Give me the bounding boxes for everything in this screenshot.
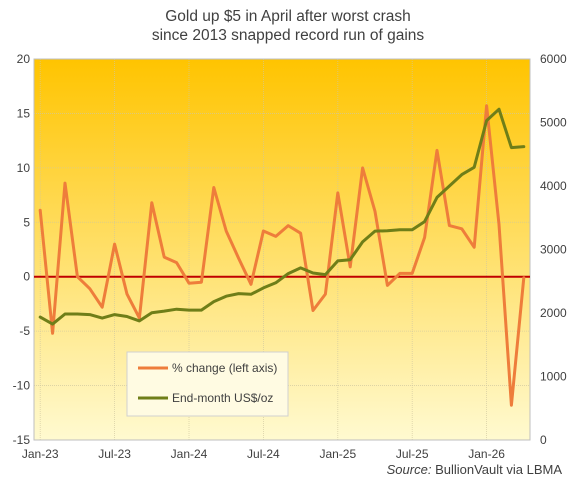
x-tick-label: Jan-26 [468, 447, 505, 461]
right-tick-label: 0 [540, 433, 547, 447]
legend-label-end-month-price: End-month US$/oz [172, 391, 273, 405]
right-tick-label: 3000 [540, 243, 567, 257]
source-note: Source: BullionVault via LBMA [387, 462, 562, 477]
legend-box [126, 351, 289, 417]
series-line-end-month-price [38, 107, 526, 326]
plot-border [33, 58, 531, 441]
left-tick-label: 20 [17, 52, 31, 66]
axes: -15 -10 -5 0 5 10 15 20 0 1000 2000 3000 4000 5000 600… [13, 52, 567, 461]
right-tick-label: 1000 [540, 370, 567, 384]
right-tick-label: 6000 [540, 52, 567, 66]
x-tick-label: Jan-24 [171, 447, 208, 461]
left-tick-label: -10 [13, 379, 31, 393]
left-tick-label: 5 [23, 215, 30, 229]
right-tick-label: 5000 [540, 116, 567, 130]
x-tick-label: Jul-24 [247, 447, 280, 461]
left-tick-label: -5 [19, 324, 30, 338]
left-tick-label: 10 [17, 161, 31, 175]
series-line-pct-change [38, 104, 526, 407]
chart-title-line-1: Gold up $5 in April after worst crash [165, 8, 411, 25]
x-tick-label: Jul-23 [98, 447, 131, 461]
left-tick-label: 15 [17, 106, 31, 120]
left-tick-label: -15 [13, 433, 31, 447]
legend-label-pct-change: % change (left axis) [172, 361, 277, 375]
left-tick-label: 0 [23, 270, 30, 284]
chart-title-line-2: since 2013 snapped record run of gains [151, 27, 425, 44]
x-tick-label: Jan-23 [22, 447, 59, 461]
x-tick-label: Jul-25 [396, 447, 429, 461]
x-tick-label: Jan-25 [319, 447, 356, 461]
source-text: BullionVault via LBMA [435, 462, 562, 477]
legend: % change (left axis) End-month US$/oz [126, 351, 289, 417]
right-tick-label: 2000 [540, 306, 567, 320]
source-label: Source: [386, 462, 432, 477]
grid-lines [34, 58, 530, 441]
series-lines [38, 104, 526, 407]
right-tick-label: 4000 [540, 179, 567, 193]
